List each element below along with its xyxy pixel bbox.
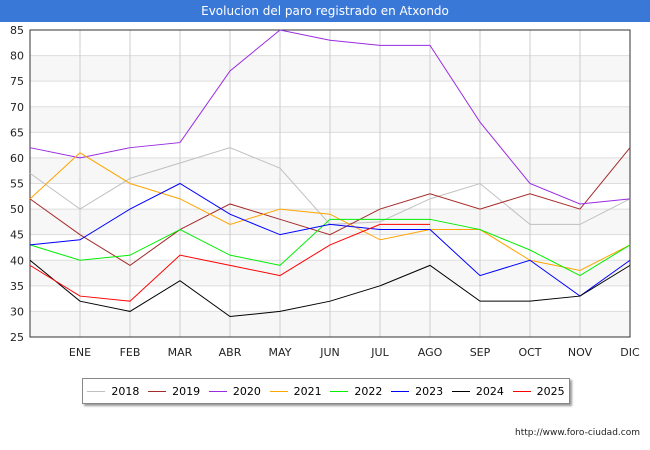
y-tick-label: 35 xyxy=(10,280,24,293)
plot-border xyxy=(29,29,631,338)
legend: 2018 2019 2020 2021 2022 2023 2024 2025 xyxy=(82,378,570,404)
footer-url[interactable]: http://www.foro-ciudad.com xyxy=(515,428,640,438)
x-tick-label: ABR xyxy=(219,346,242,359)
legend-swatch xyxy=(451,390,470,392)
series-line-2020 xyxy=(29,29,631,205)
x-tick-label: FEB xyxy=(120,346,141,359)
legend-swatch xyxy=(148,390,167,392)
y-tick-label: 25 xyxy=(10,331,24,344)
legend-swatch xyxy=(330,390,349,392)
x-tick-label: DIC xyxy=(620,346,640,359)
y-tick-label: 85 xyxy=(10,24,24,37)
x-tick-label: NOV xyxy=(568,346,593,359)
y-tick-label: 55 xyxy=(10,178,24,191)
legend-item-2025: 2025 xyxy=(512,384,565,398)
x-tick-label: AGO xyxy=(418,346,443,359)
legend-label: 2018 xyxy=(111,384,140,398)
series-line-2024 xyxy=(29,259,631,318)
y-tick-label: 45 xyxy=(10,229,24,242)
y-tick-label: 70 xyxy=(10,101,24,114)
legend-swatch xyxy=(269,390,288,392)
x-tick-label: SEP xyxy=(470,346,491,359)
legend-item-2020: 2020 xyxy=(208,384,261,398)
legend-item-2023: 2023 xyxy=(391,385,443,398)
y-tick-label: 75 xyxy=(10,75,24,88)
y-tick-label: 60 xyxy=(10,152,24,165)
x-tick-label: ENE xyxy=(69,346,91,359)
legend-label: 2023 xyxy=(415,384,444,398)
legend-swatch xyxy=(391,390,410,392)
y-tick-label: 30 xyxy=(10,305,24,318)
x-tick-label: OCT xyxy=(518,346,541,359)
legend-item-2022: 2022 xyxy=(330,385,382,398)
legend-label: 2024 xyxy=(475,384,504,398)
legend-item-2018: 2018 xyxy=(87,385,139,398)
legend-item-2021: 2021 xyxy=(269,384,322,398)
y-tick-label: 80 xyxy=(10,50,24,63)
series-line-2019 xyxy=(29,147,631,266)
legend-item-2019: 2019 xyxy=(148,385,200,398)
legend-item-2024: 2024 xyxy=(451,384,504,398)
legend-swatch xyxy=(208,390,227,392)
y-tick-label: 65 xyxy=(10,126,24,139)
series-line-2023 xyxy=(29,182,631,297)
legend-swatch xyxy=(87,390,106,392)
chart-title: Evolucion del paro registrado en Atxondo xyxy=(0,0,650,22)
legend-label: 2019 xyxy=(172,384,201,398)
y-tick-label: 50 xyxy=(10,203,24,216)
x-tick-label: MAR xyxy=(168,346,193,359)
series-line-2025 xyxy=(29,223,430,302)
legend-swatch xyxy=(512,390,531,392)
y-tick-label: 40 xyxy=(10,254,24,267)
legend-label: 2021 xyxy=(293,384,322,398)
legend-label: 2020 xyxy=(232,384,261,398)
x-tick-label: JUN xyxy=(319,346,340,359)
legend-label: 2025 xyxy=(536,384,565,398)
series-line-2022 xyxy=(29,218,631,277)
legend-label: 2022 xyxy=(354,384,383,398)
x-tick-label: MAY xyxy=(269,346,292,359)
x-tick-label: JUL xyxy=(370,346,389,359)
